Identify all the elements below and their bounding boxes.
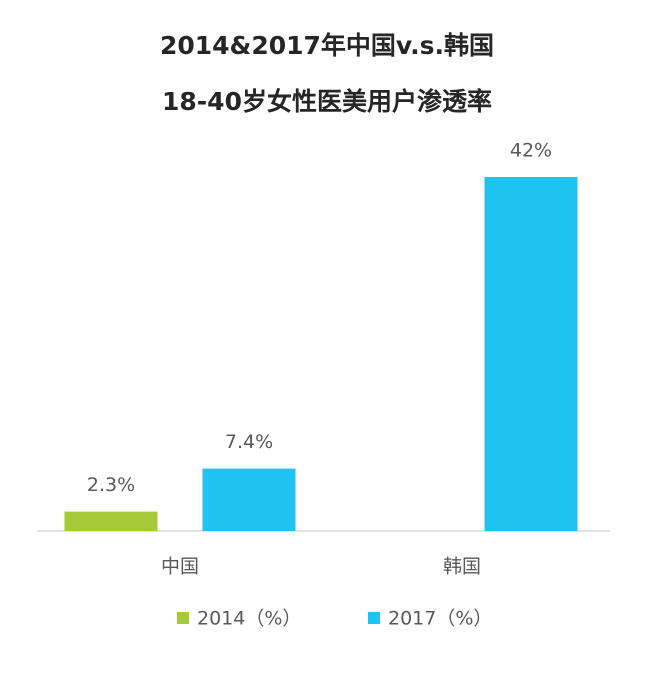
- chart-subtitle: 18-40岁女性医美用户渗透率: [162, 87, 492, 116]
- bar: [202, 468, 296, 531]
- bar: [64, 511, 158, 531]
- chart-title: 2014&2017年中国v.s.韩国: [160, 31, 494, 60]
- value-label: 42%: [510, 140, 552, 162]
- x-tick-label: 中国: [161, 556, 199, 578]
- bar: [484, 177, 578, 531]
- x-tick-label: 韩国: [443, 556, 481, 578]
- legend-label: 2014（%）: [197, 608, 301, 630]
- value-label: 2.3%: [87, 474, 135, 496]
- value-label: 7.4%: [225, 431, 273, 453]
- legend-label: 2017（%）: [388, 608, 492, 630]
- legend-swatch: [368, 612, 380, 624]
- legend-swatch: [177, 612, 189, 624]
